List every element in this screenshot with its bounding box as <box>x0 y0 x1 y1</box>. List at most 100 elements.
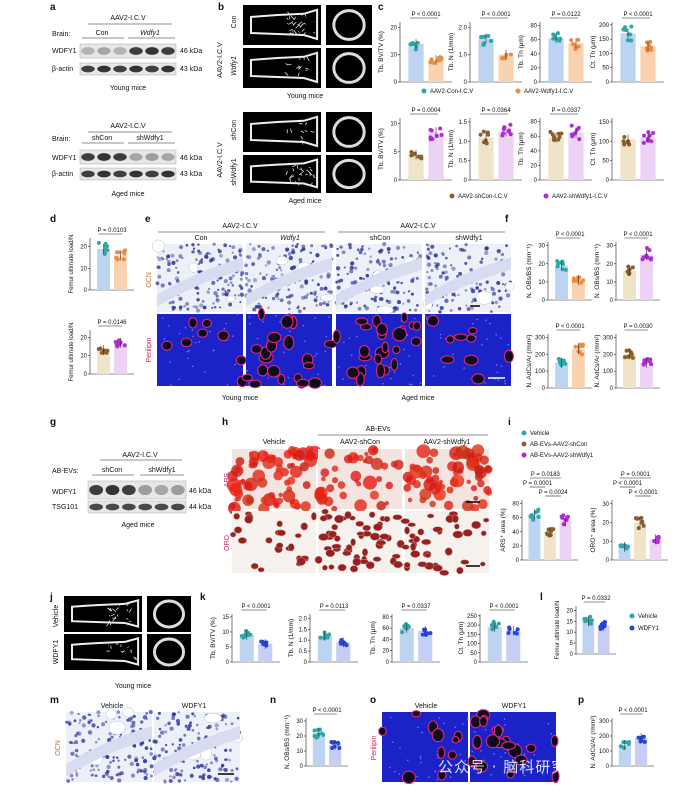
h-oro-droplet <box>322 564 328 571</box>
e-ocn-wdfy1-trabecular-bone <box>246 257 332 307</box>
b-ct-shcon-trabecula <box>299 140 303 142</box>
f-bottom-left-plot-ylabel: N. AdCs/Ar (/mm²) <box>526 334 533 387</box>
e-ocn-shwdfy1-nucleus <box>496 248 501 254</box>
e-ocn-con-nucleus <box>168 301 172 305</box>
e-perilipin-shwdfy1-nucleus <box>495 333 498 336</box>
d-top-plot-tick-label: 20 <box>80 245 87 251</box>
h-oro-droplet <box>328 564 335 570</box>
e-perilipin-con-adipocyte <box>235 355 247 366</box>
a-row-actin: β-actin <box>52 66 73 73</box>
k-plot-3-point <box>506 631 511 636</box>
o-perilipin-vehicle-nucleus <box>391 741 394 743</box>
f-top-right-plot-ylabel: N. OBs/BS (mm⁻¹) <box>594 244 601 298</box>
f-top-right-plot-tick-label: 20 <box>606 262 613 268</box>
h-oro-droplet <box>257 567 265 573</box>
e-ocn-con-nucleus <box>239 254 242 258</box>
e-ocn-wdfy1-nucleus <box>291 244 294 247</box>
o-perilipin-wdfy1-nucleus <box>540 763 543 766</box>
h-ars-stain <box>319 499 324 504</box>
c-legend-con: AAV2-Con-I.C.V <box>430 89 473 95</box>
m-ocn-wdfy1-nucleus <box>198 775 202 779</box>
c-top-plot-0-p-value: P < 0.0001 <box>411 12 441 18</box>
o-perilipin-vehicle-nucleus <box>443 722 445 725</box>
f-bottom-right-plot-point <box>643 360 648 365</box>
g-treatment: AAV2-I.C.V <box>122 452 158 459</box>
e-perilipin-shcon-adipocyte <box>392 345 401 355</box>
h-oro-droplet <box>331 543 342 549</box>
f-bottom-right-plot-ylabel: N. AdCs/Ar (/mm²) <box>594 334 601 387</box>
c-bottom-plot-0-p-value: P = 0.0004 <box>411 108 441 114</box>
e-ocn-con-nucleus <box>157 274 162 279</box>
c-top-plot-2-p-value: P = 0.0122 <box>551 12 581 18</box>
e-ocn-wdfy1-nucleus <box>245 276 248 280</box>
e-perilipin-con-nucleus <box>213 349 215 352</box>
h-oro-droplet <box>318 533 329 541</box>
e-ocn-shwdfy1-nucleus <box>439 306 444 311</box>
k-plot-0-point <box>248 632 253 637</box>
h-oro-droplet <box>350 538 356 547</box>
e-perilipin-wdfy1-nucleus <box>282 351 285 354</box>
e-perilipin-con-nucleus <box>178 378 181 381</box>
o-perilipin-vehicle-nucleus <box>462 722 464 725</box>
f-bottom-right-plot-tick-label: 300 <box>603 335 614 341</box>
c-bottom-plot-3-tick-label: 0 <box>606 178 610 184</box>
m-ocn-wdfy1-nucleus <box>189 721 192 725</box>
c-bottom-plot-0-point <box>434 134 439 139</box>
o-perilipin-wdfy1-nucleus <box>523 753 526 756</box>
e-perilipin-wdfy1-nucleus <box>304 340 306 342</box>
e-perilipin-shwdfy1-adipocyte <box>453 333 468 341</box>
l-plot-tick-label: 20 <box>566 608 573 614</box>
j-ring-vehicle-cortex <box>152 599 186 629</box>
e-perilipin-shcon-nucleus <box>413 317 416 320</box>
a-blot-actin-2-band <box>81 170 95 178</box>
m-ocn-wdfy1-nucleus <box>207 768 211 772</box>
m-ocn-vehicle-nucleus <box>144 746 149 750</box>
m-ocn-vehicle-nucleus <box>96 725 100 729</box>
a-blot-wdfy1-band <box>97 47 111 55</box>
e-ocn-con-nucleus <box>186 307 190 311</box>
h-ars-stain <box>432 467 440 474</box>
c-bottom-plot-2-point <box>570 134 575 139</box>
m-ocn-wdfy1-nucleus <box>184 724 188 728</box>
h-oro-droplet <box>276 529 286 537</box>
i-oro-plot-point <box>640 520 645 525</box>
k-plot-1-point <box>327 632 332 637</box>
h-oro-droplet <box>368 511 376 518</box>
c-top-plot-1-bar-1 <box>498 54 514 82</box>
e-ocn-shwdfy1-nucleus <box>426 247 430 251</box>
h-ars-stain <box>429 500 436 508</box>
e-perilipin-wdfy1-adipocyte <box>267 331 282 344</box>
k-plot-1-tick-label: 0 <box>304 660 308 666</box>
m-ocn-vehicle-nucleus <box>81 723 86 728</box>
e-perilipin-con-nucleus <box>231 335 234 337</box>
e-ocn-shcon-nucleus <box>370 297 374 301</box>
f-top-left-plot-tick-label: 20 <box>538 262 545 268</box>
f-top-left-plot-point <box>555 259 560 264</box>
e-ocn-con-nucleus <box>231 251 234 254</box>
f-bottom-left-plot-tick-label: 200 <box>535 352 546 358</box>
e-ocn-shcon-nucleus <box>369 255 372 259</box>
b-caption-young: Young mice <box>287 93 323 100</box>
i-ars-plot-bar-2 <box>559 521 572 560</box>
a-row-wdfy1: WDFY1 <box>52 48 77 55</box>
i-oro-plot-p-value: P < 0.0001 <box>629 490 659 496</box>
panel-letter-d: d <box>50 214 56 225</box>
h-oro-droplet <box>393 560 403 569</box>
e-ocn-con-nucleus <box>178 307 182 311</box>
e-ocn-con-nucleus <box>210 257 216 262</box>
b-ct-shwdfy1-trabecula <box>308 172 313 176</box>
h-ars-stain <box>462 500 474 512</box>
i-oro-plot-point <box>655 535 660 540</box>
e-ocn-shwdfy1-nucleus <box>449 308 453 312</box>
m-ocn-wdfy1-nucleus <box>223 768 228 773</box>
m-ocn-vehicle-nucleus <box>104 720 108 723</box>
e-ocn-wdfy1-nucleus <box>313 298 318 303</box>
e-ocn-shwdfy1-nucleus <box>426 262 432 267</box>
f-bottom-right-plot-point <box>622 355 627 360</box>
k-plot-1-tick-label: 0.5 <box>299 649 308 655</box>
e-ocn-shcon-trabecular-bone <box>336 257 422 307</box>
h-oro-droplet <box>379 533 390 540</box>
e-ocn-wdfy1-adipocyte <box>275 255 289 266</box>
e-ocn-shcon-nucleus <box>359 276 363 280</box>
b-ct-con-trabecula <box>287 22 290 25</box>
